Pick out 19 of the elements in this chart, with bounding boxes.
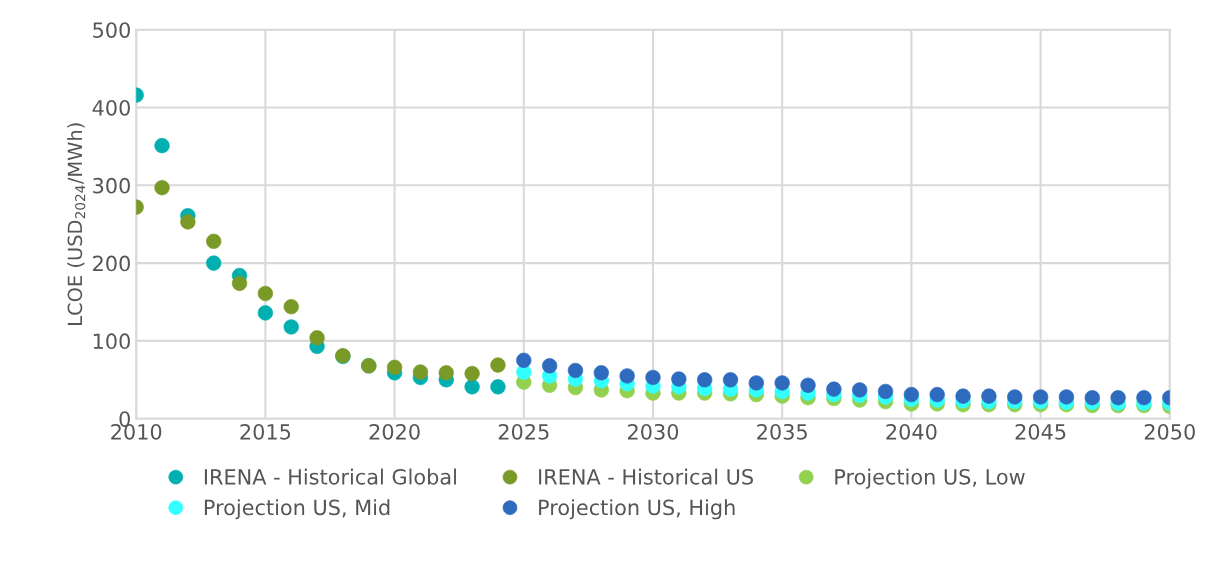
- legend-label: Projection US, Mid: [204, 499, 390, 520]
- legend-label: Projection US, High: [539, 499, 735, 520]
- y-tick-label: 400: [92, 99, 130, 116]
- legend-label: IRENA - Historical Global: [204, 468, 456, 485]
- y-axis-title: LCOE (USD$_{2024}$/MWh): [67, 123, 86, 325]
- x-tick-label: 2030: [628, 423, 679, 440]
- y-tick-label: 200: [93, 255, 130, 272]
- x-tick-label: 2025: [498, 423, 549, 440]
- x-tick-label: 2040: [886, 423, 937, 440]
- y-tick-label: 300: [93, 177, 130, 194]
- x-tick-label: 2015: [240, 423, 291, 440]
- x-tick-label: 2050: [1144, 423, 1195, 440]
- x-tick-label: 2020: [369, 423, 420, 440]
- y-tick-label: 100: [93, 333, 130, 350]
- legend-label: Projection US, Low: [835, 468, 1025, 489]
- legend-label: IRENA - Historical US: [539, 468, 753, 485]
- x-tick-label: 2045: [1015, 423, 1066, 440]
- y-tick-label: 500: [93, 22, 130, 38]
- x-tick-label: 2035: [757, 423, 807, 440]
